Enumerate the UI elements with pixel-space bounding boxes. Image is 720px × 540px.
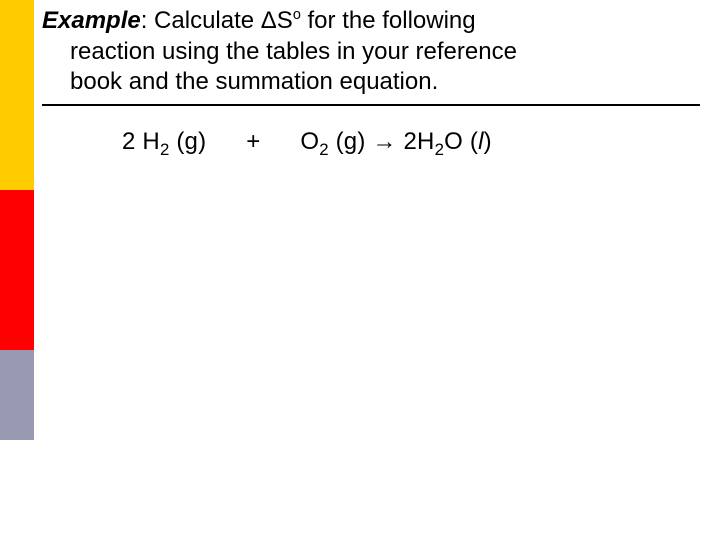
reactant1-coeff: 2 H — [122, 128, 160, 155]
product-sub1: 2 — [435, 140, 445, 159]
slide-content: Example: Calculate ΔSo for the following… — [34, 0, 720, 156]
product-close: ) — [484, 128, 492, 155]
heading-line2: reaction using the tables in your refere… — [42, 37, 700, 68]
heading-superscript: o — [293, 7, 301, 23]
chemical-equation: 2 H2 (g)+O2 (g) → 2H2O (l) — [42, 128, 700, 156]
reactant1-sub: 2 — [160, 140, 170, 159]
reactant2-state: (g) — [329, 128, 366, 155]
arrow: → — [366, 128, 404, 155]
heading-line1-a: : Calculate ΔS — [141, 7, 293, 34]
product-coeff: 2H — [403, 128, 434, 155]
reactant2-sub: 2 — [319, 140, 329, 159]
product-o: O ( — [444, 128, 478, 155]
heading-line3: book and the summation equation. — [42, 67, 700, 98]
stripe-gray — [0, 350, 34, 440]
sidebar-stripes — [0, 0, 34, 540]
reactant1-state: (g) — [170, 128, 207, 155]
reactant2: O — [300, 128, 319, 155]
heading-line1-b: for the following — [301, 7, 476, 34]
plus-sign: + — [236, 128, 270, 156]
stripe-yellow — [0, 0, 34, 190]
example-heading: Example: Calculate ΔSo for the following… — [42, 6, 700, 106]
heading-label: Example — [42, 7, 141, 34]
stripe-red — [0, 190, 34, 350]
